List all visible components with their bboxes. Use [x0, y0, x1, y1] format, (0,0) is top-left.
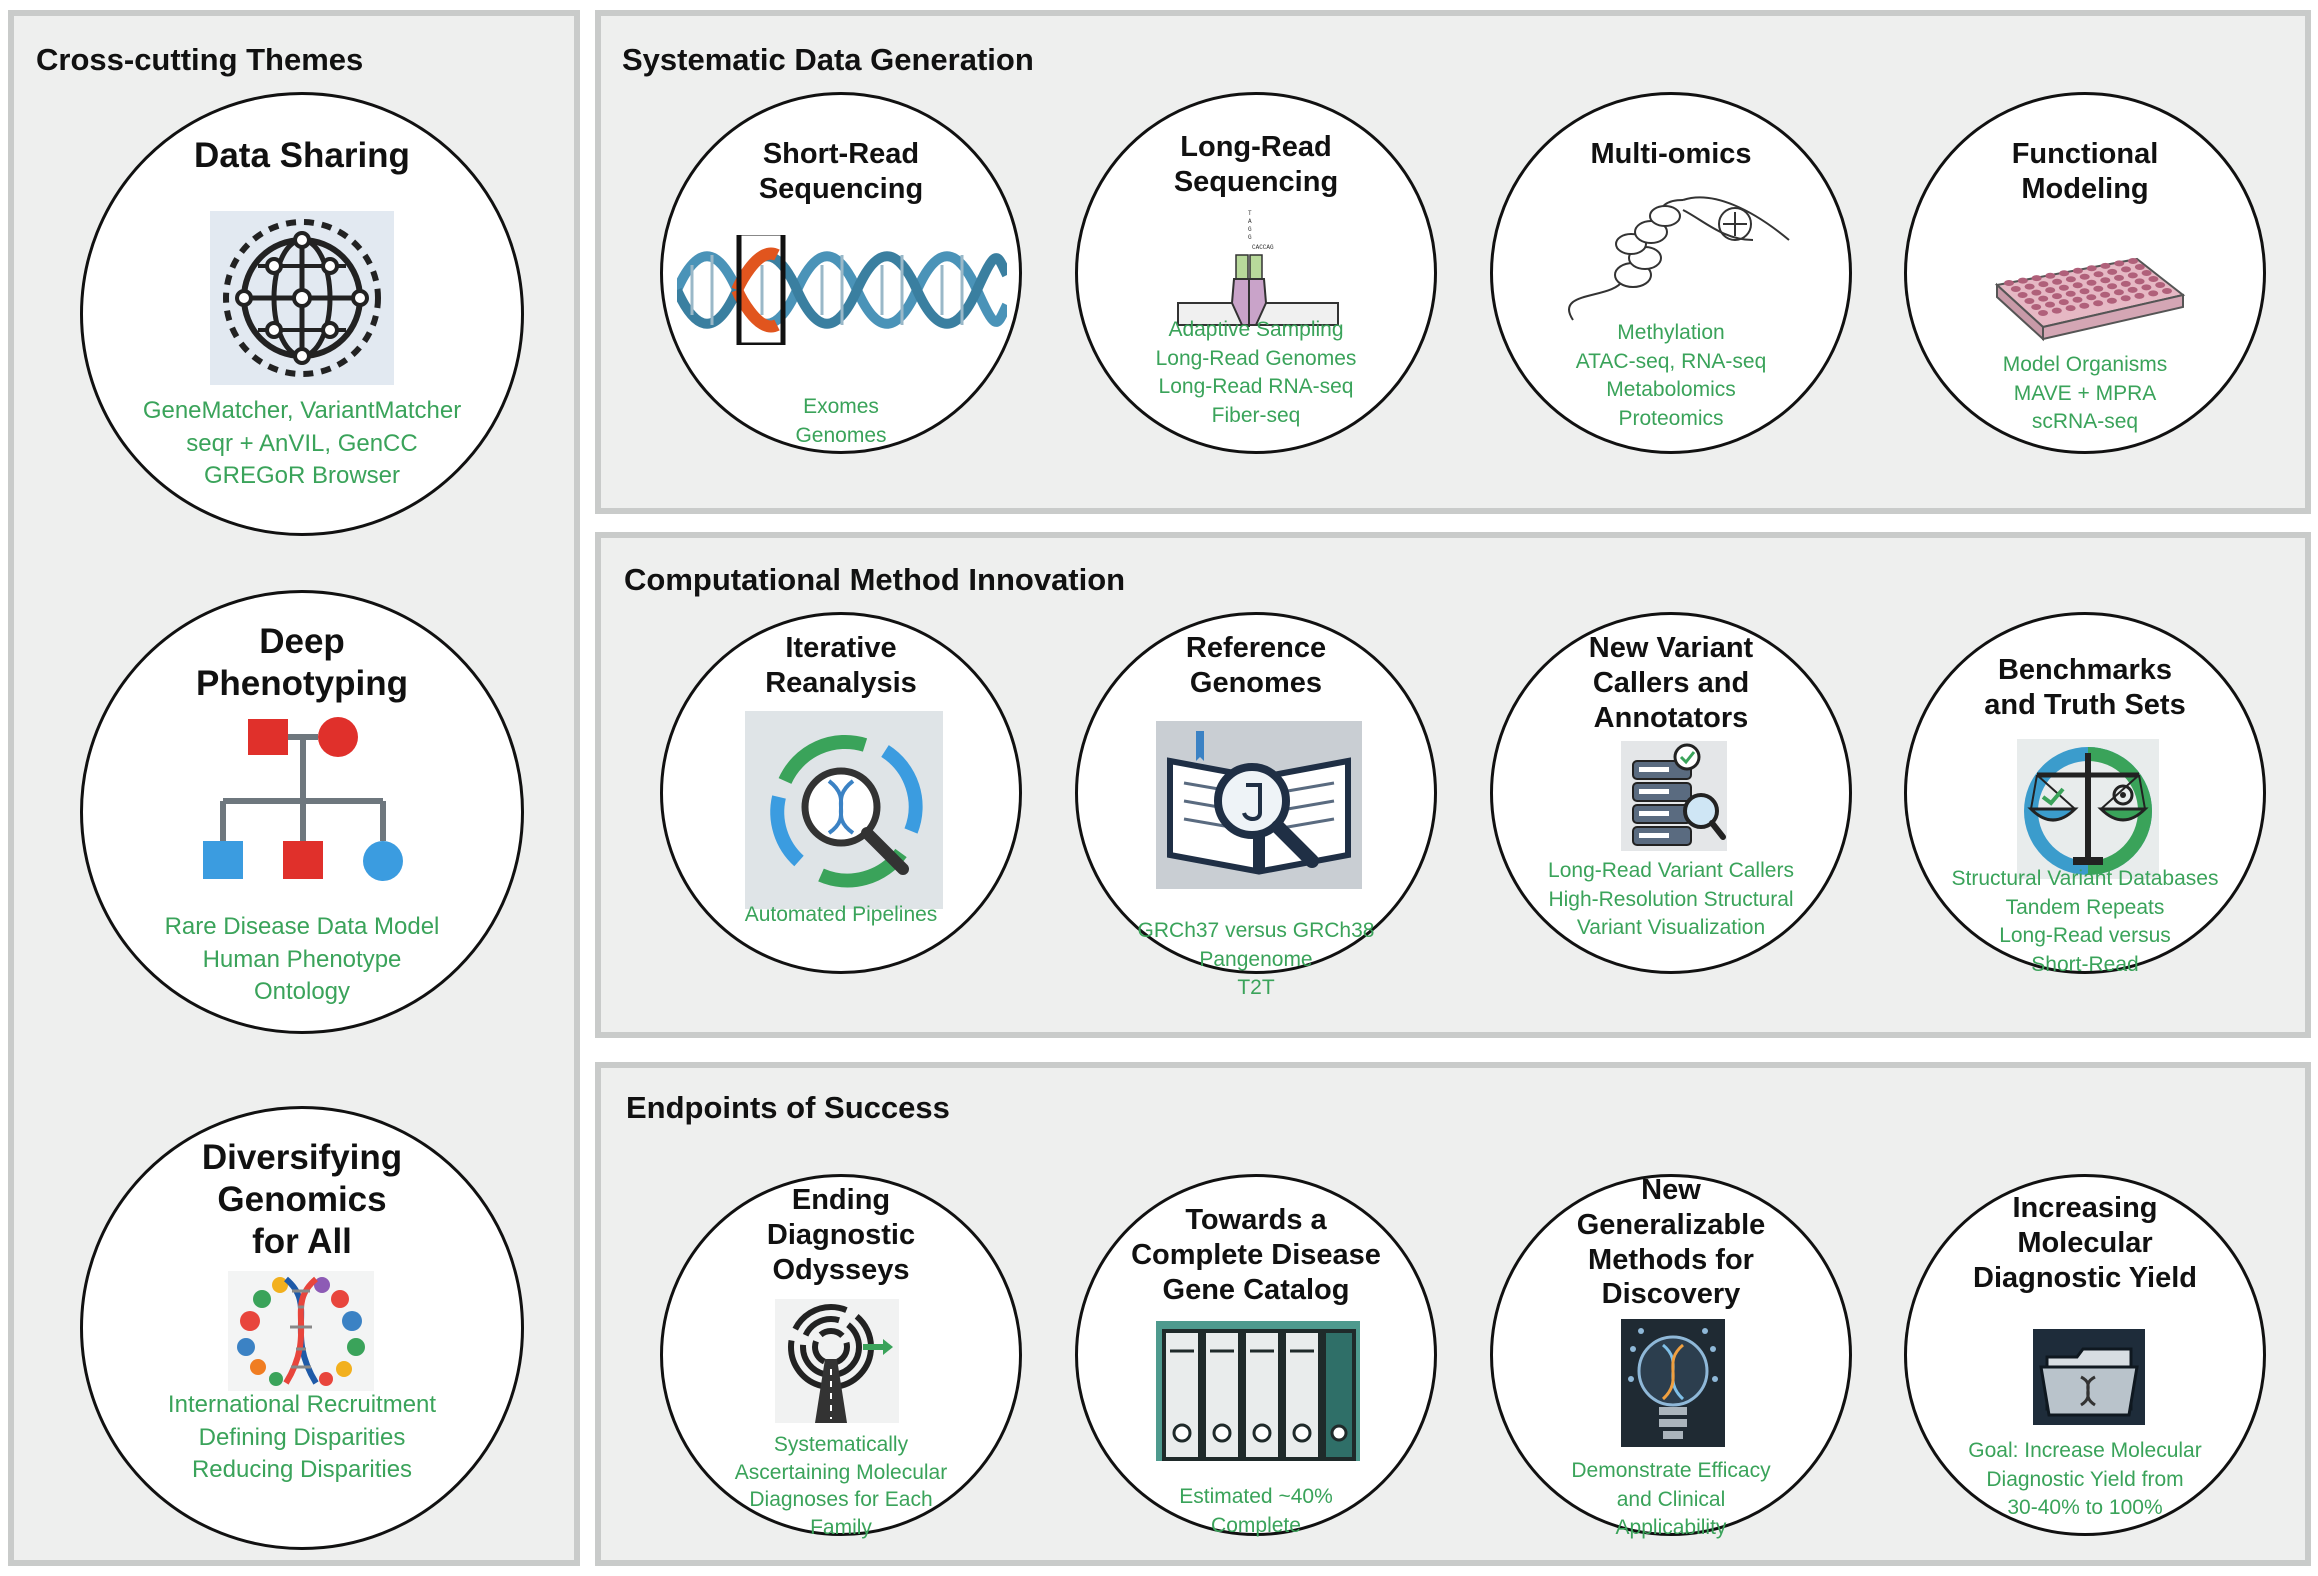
svg-text:CACCAG: CACCAG: [1252, 244, 1274, 251]
iterative-reanalysis-circle: Iterative Reanalysis Automated Pipelines: [660, 612, 1022, 974]
diversifying-genomics-text: International Recruitment Defining Dispa…: [167, 1391, 437, 1484]
long-read-text: Adaptive Sampling Long-Read Genomes Long…: [1155, 318, 1357, 427]
diagnostic-yield-title: Increasing Molecular Diagnostic Yield: [1973, 1192, 2197, 1294]
short-read-text: Exomes Genomes: [795, 395, 887, 447]
variant-callers-text: Long-Read Variant Callers High-Resolutio…: [1548, 859, 1794, 940]
balance-scale-icon: [2017, 739, 2159, 879]
multi-omics-text: Methylation ATAC-seq, RNA-seq Metabolomi…: [1575, 321, 1767, 430]
data-sharing-title: Data Sharing: [194, 136, 410, 175]
binders-icon: [1156, 1321, 1360, 1461]
functional-modeling-title: Functional Modeling: [2011, 138, 2159, 205]
functional-modeling-text: Model Organisms MAVE + MPRA scRNA-seq: [2002, 353, 2168, 434]
generalizable-methods-title: New Generalizable Methods for Discovery: [1576, 1174, 1766, 1311]
dna-people-icon: [228, 1271, 374, 1391]
endpoints-panel: Endpoints of Success Ending Diagnostic O…: [595, 1062, 2311, 1566]
long-read-title: Long-Read Sequencing: [1173, 131, 1339, 198]
systematic-data-panel: Systematic Data Generation Short-Read Se…: [595, 10, 2311, 514]
deep-phenotyping-title: Deep Phenotyping: [196, 622, 408, 703]
dna-helix-icon: [677, 235, 1007, 345]
short-read-title: Short-Read Sequencing: [758, 138, 924, 205]
functional-modeling-circle: Functional Modeling Model Organisms MAVE…: [1904, 92, 2266, 454]
diagnostic-yield-text: Goal: Increase Molecular Diagnostic Yiel…: [1968, 1439, 2202, 1520]
book-magnifier-icon: [1156, 721, 1362, 889]
computational-panel: Computational Method Innovation Iterativ…: [595, 532, 2311, 1038]
nanopore-icon: T A G G CACCAG: [1174, 207, 1344, 327]
reference-genomes-circle: Reference Genomes GRCh37 versus GRCh38 P…: [1075, 612, 1437, 999]
multi-omics-title: Multi-omics: [1590, 138, 1752, 170]
data-sharing-text: GeneMatcher, VariantMatcher seqr + AnVIL…: [142, 397, 462, 490]
folder-dna-icon: [2033, 1329, 2145, 1425]
multi-omics-circle: Multi-omics Methylation ATAC-seq, RNA-se…: [1490, 92, 1852, 454]
data-sharing-circle: Data Sharing GeneMatcher, VariantMatcher…: [80, 92, 524, 536]
benchmarks-circle: Benchmarks and Truth Sets Structural Var…: [1904, 612, 2266, 976]
ending-odysseys-text: Systematically Ascertaining Molecular Di…: [734, 1433, 948, 1540]
variant-callers-circle: New Variant Callers and Annotators Long-…: [1490, 612, 1852, 974]
well-plate-icon: [1987, 255, 2187, 345]
systematic-data-title: Systematic Data Generation: [622, 42, 1034, 77]
lightbulb-dna-icon: [1621, 1319, 1725, 1447]
ending-odysseys-title: Ending Diagnostic Odysseys: [766, 1184, 916, 1286]
cross-cutting-panel: Cross-cutting Themes Data Sharing Gene: [8, 10, 580, 1566]
gene-catalog-title: Towards a Complete Disease Gene Catalog: [1131, 1204, 1381, 1306]
computational-title: Computational Method Innovation: [624, 562, 1126, 597]
gene-catalog-circle: Towards a Complete Disease Gene Catalog …: [1075, 1174, 1437, 1537]
pedigree-icon: [193, 711, 413, 891]
ending-odysseys-circle: Ending Diagnostic Odysseys Systematicall…: [660, 1174, 1022, 1539]
gene-catalog-text: Estimated ~40% Complete: [1179, 1485, 1333, 1537]
variant-callers-title: New Variant Callers and Annotators: [1588, 632, 1754, 734]
short-read-circle: Short-Read Sequencing Exomes Genomes: [660, 92, 1022, 454]
deep-phenotyping-text: Rare Disease Data Model Human Phenotype …: [164, 913, 440, 1006]
database-check-icon: [1621, 741, 1727, 851]
benchmarks-title: Benchmarks and Truth Sets: [1984, 654, 2186, 721]
generalizable-methods-text: Demonstrate Efficacy and Clinical Applic…: [1571, 1459, 1771, 1540]
svg-text:T: T: [1248, 210, 1252, 217]
generalizable-methods-circle: New Generalizable Methods for Discovery …: [1490, 1174, 1852, 1539]
long-read-circle: Long-Read Sequencing T A G G CACCAG Adap…: [1075, 92, 1437, 454]
endpoints-title: Endpoints of Success: [626, 1090, 950, 1125]
svg-text:G: G: [1248, 234, 1252, 241]
iterative-reanalysis-title: Iterative Reanalysis: [765, 632, 917, 699]
benchmarks-text: Structural Variant Databases Tandem Repe…: [1951, 867, 2219, 976]
cross-cutting-title: Cross-cutting Themes: [36, 42, 364, 77]
reference-genomes-text: GRCh37 versus GRCh38 Pangenome T2T: [1137, 919, 1375, 1000]
svg-text:G: G: [1248, 226, 1252, 233]
diversifying-genomics-title: Diversifying Genomics for All: [201, 1138, 403, 1261]
svg-text:A: A: [1248, 218, 1252, 225]
maze-road-icon: [775, 1299, 899, 1423]
iterative-reanalysis-text: Automated Pipelines: [744, 903, 938, 926]
diversifying-genomics-circle: Diversifying Genomics for All: [80, 1106, 524, 1550]
deep-phenotyping-circle: Deep Phenotyping Rare Disease Data Model…: [80, 590, 524, 1034]
chromatin-icon: [1553, 180, 1793, 330]
reanalysis-cycle-icon: [745, 711, 943, 909]
reference-genomes-title: Reference Genomes: [1185, 632, 1327, 699]
diagnostic-yield-circle: Increasing Molecular Diagnostic Yield Go…: [1904, 1174, 2266, 1536]
globe-network-icon: [210, 211, 394, 385]
